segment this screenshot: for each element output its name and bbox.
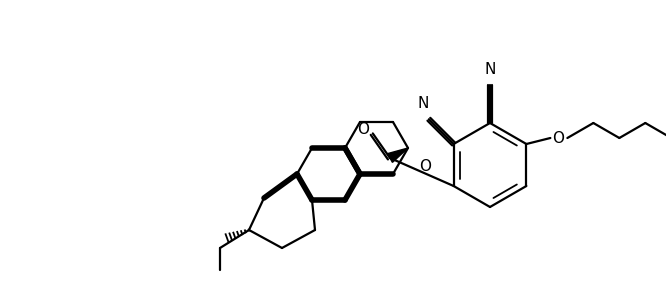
Text: O: O <box>419 158 431 173</box>
Polygon shape <box>388 148 408 162</box>
Text: N: N <box>484 62 496 77</box>
Text: O: O <box>357 122 369 137</box>
Text: O: O <box>552 131 564 146</box>
Text: N: N <box>417 96 428 111</box>
